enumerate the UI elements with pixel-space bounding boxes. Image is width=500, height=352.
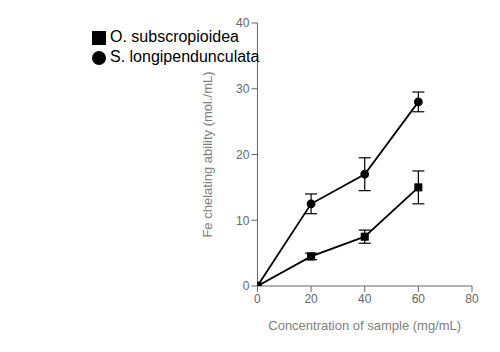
svg-text:20: 20: [304, 292, 318, 306]
svg-text:0: 0: [243, 279, 250, 293]
html-text:O. subscropioidea: O. subscropioidea: [110, 28, 239, 45]
svg-text:40: 40: [236, 16, 250, 30]
svg-text:60: 60: [412, 292, 426, 306]
svg-text:0: 0: [254, 292, 261, 306]
html-text:S. longipendunculata: S. longipendunculata: [110, 48, 260, 65]
svg-text:Fe chelating ability (mol./mL): Fe chelating ability (mol./mL): [200, 71, 215, 237]
svg-text:80: 80: [465, 292, 479, 306]
svg-text:20: 20: [236, 148, 250, 162]
svg-text:40: 40: [358, 292, 372, 306]
svg-text:10: 10: [236, 214, 250, 228]
svg-text:30: 30: [236, 82, 250, 96]
svg-text:Concentration of sample (mg/mL: Concentration of sample (mg/mL): [268, 318, 461, 333]
